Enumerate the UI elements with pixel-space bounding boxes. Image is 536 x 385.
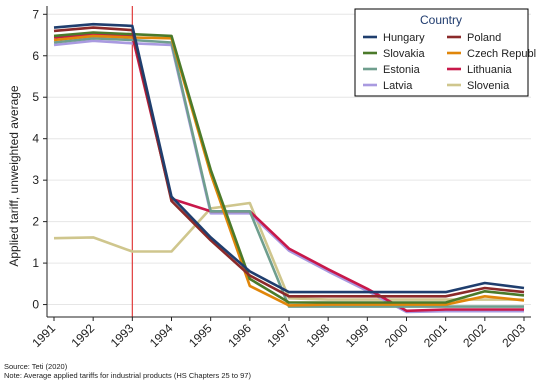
y-tick-label: 3 [32, 173, 39, 187]
y-tick-label: 0 [32, 298, 39, 312]
source-note: Source: Teti (2020) [4, 362, 68, 371]
y-tick-label: 6 [32, 49, 39, 63]
method-note: Note: Average applied tariffs for indust… [4, 371, 251, 380]
series-line-latvia [53, 39, 524, 314]
legend-label-slovakia: Slovakia [383, 48, 425, 60]
legend-label-latvia: Latvia [383, 80, 413, 92]
y-axis-title: Applied tariff, unweighted average [7, 85, 21, 267]
legend-label-slovenia: Slovenia [467, 80, 510, 92]
legend-label-estonia: Estonia [383, 64, 421, 76]
legend: Country Hungary Poland Slovakia Czech Repub… [354, 8, 536, 97]
legend-title: Country [420, 13, 462, 27]
series-line-czech-republic [53, 34, 525, 307]
legend-label-hungary: Hungary [383, 32, 425, 44]
y-tick-label: 2 [32, 215, 39, 229]
series-layer [53, 22, 525, 314]
series-line-hungary [53, 22, 525, 294]
series-line-slovenia [53, 201, 524, 301]
legend-box [354, 8, 529, 97]
y-tick-label: 4 [32, 132, 39, 146]
legend-label-lithuania: Lithuania [467, 64, 513, 76]
legend-label-czech-republic: Czech Republic [467, 48, 536, 60]
y-tick-label: 1 [32, 256, 39, 270]
y-tick-label: 5 [32, 90, 39, 104]
legend-label-poland: Poland [467, 32, 501, 44]
y-tick-label: 7 [32, 7, 39, 21]
legend-items: Hungary Poland Slovakia Czech Republic Eston… [363, 32, 536, 92]
